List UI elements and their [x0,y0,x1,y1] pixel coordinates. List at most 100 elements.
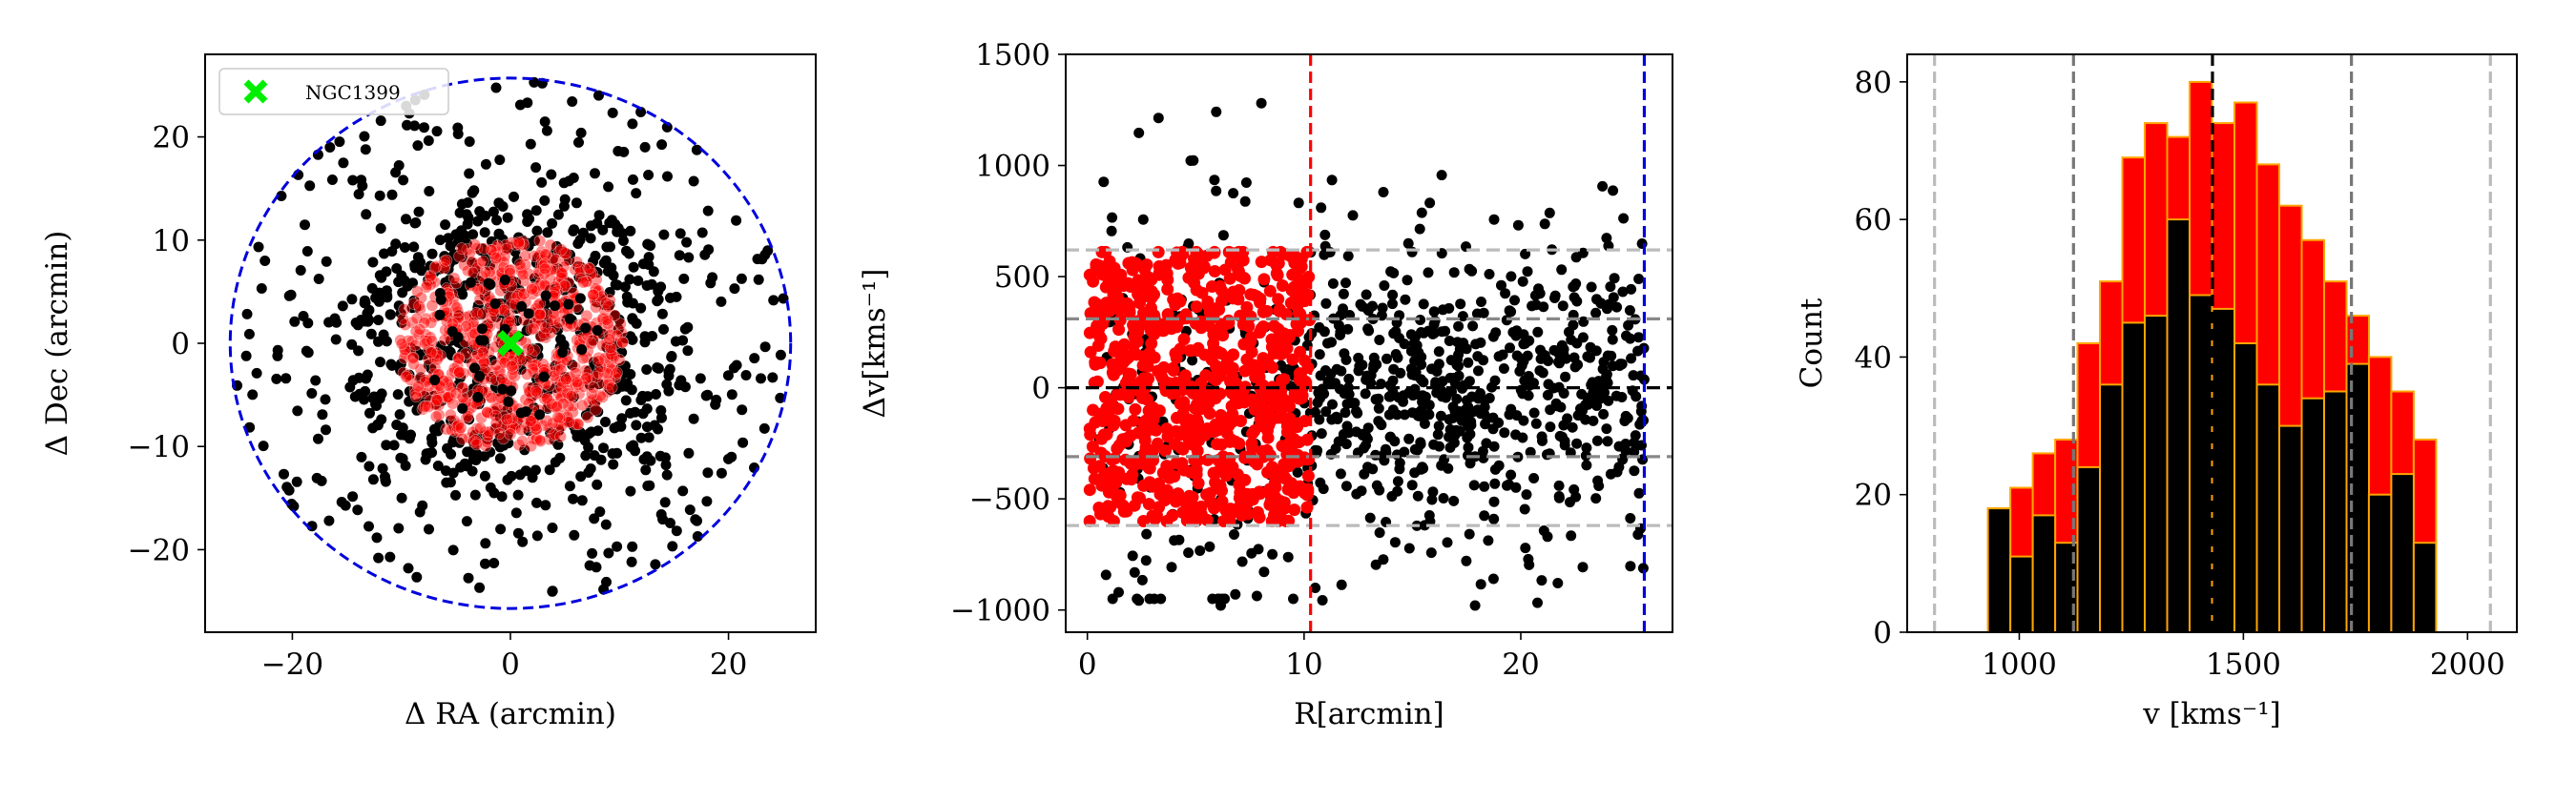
data-point-red [1083,268,1096,281]
data-point-red [419,400,432,413]
data-point-black [564,255,575,266]
data-point-black [1428,439,1440,450]
data-point-black [1327,399,1338,410]
data-point-black [1487,412,1499,423]
data-point-black [337,300,348,312]
data-point-black [756,373,766,384]
data-point-black [432,461,444,471]
data-point-red [1231,468,1244,482]
data-point-black [1258,566,1270,578]
data-point-red [455,242,468,255]
data-point-black [702,389,714,400]
data-point-black [661,469,673,481]
data-point-black [625,331,636,342]
data-point-black [258,441,269,452]
data-point-red [1122,277,1135,290]
data-point-black [1479,481,1490,492]
data-point-black [650,559,661,570]
data-point-black [373,315,384,326]
data-point-red [1166,509,1179,523]
data-point-black [530,205,542,216]
data-point-black [575,127,587,138]
data-point-black [1318,483,1329,495]
data-point-black [1567,421,1578,433]
data-point-red [1177,333,1191,346]
data-point-black [1361,433,1373,444]
data-point-black [393,523,405,534]
data-point-black [622,297,634,308]
bar-black [1986,507,2012,633]
data-point-black [494,453,506,464]
data-point-black [240,350,252,361]
bar-black [2367,493,2393,634]
data-point-red [562,276,575,289]
data-point-black [775,349,786,360]
data-point-black [1418,377,1429,388]
data-point-black [1107,212,1118,223]
data-point-black [1556,264,1568,276]
data-point-red [491,239,504,253]
data-point-black [541,125,552,136]
data-point-black [534,409,546,421]
data-point-red [1183,344,1196,358]
data-point-black [1433,359,1444,370]
data-point-black [1357,300,1368,312]
data-point-red [592,367,605,380]
data-point-black [1629,446,1640,458]
data-point-red [1190,245,1203,258]
data-point-black [726,451,737,462]
data-point-red [1288,503,1301,517]
data-point-black [412,252,424,263]
data-point-black [402,280,413,292]
data-point-red [1214,279,1227,293]
data-point-red [429,410,443,423]
data-point-red [1127,339,1140,353]
data-point-black [397,422,408,434]
data-point-black [759,341,771,353]
data-point-red [1273,304,1286,318]
data-point-black [241,308,253,319]
data-point-black [1141,528,1153,540]
data-point-black [627,118,638,130]
data-point-red [1285,283,1298,297]
data-point-black [1512,219,1524,231]
data-point-red [1111,442,1124,455]
data-point-red [489,252,503,264]
data-point-red [1267,347,1280,359]
data-point-black [1490,327,1502,339]
data-point-black [317,409,328,421]
data-point-black [1418,298,1429,310]
data-point-black [521,325,532,337]
data-point-black [682,345,694,357]
data-point-red [430,353,444,366]
data-point-black [1267,548,1278,560]
data-point-black [1467,406,1479,418]
data-point-red [1301,469,1315,483]
data-point-black [1521,489,1532,501]
data-point-black [1525,446,1536,458]
data-point-black [480,558,490,569]
data-point-black [1637,563,1649,574]
data-point-red [406,351,420,364]
data-point-red [1213,303,1226,317]
data-point-black [568,392,579,402]
data-point-black [1133,127,1145,138]
data-point-black [291,476,302,487]
data-point-red [1157,324,1170,338]
data-point-black [502,474,513,485]
data-point-black [1430,377,1442,388]
data-point-black [347,491,359,503]
series-black [232,76,789,597]
data-point-black [625,442,636,452]
data-point-black [1626,353,1637,364]
data-point-black [304,180,316,192]
data-point-black [423,135,434,146]
data-point-black [1251,590,1262,602]
data-point-black [1292,466,1303,478]
data-point-red [477,357,490,369]
data-point-black [1098,176,1110,188]
bar-black [2076,465,2101,633]
data-point-black [321,256,332,267]
data-point-black [292,405,303,417]
data-point-red [1268,477,1281,489]
